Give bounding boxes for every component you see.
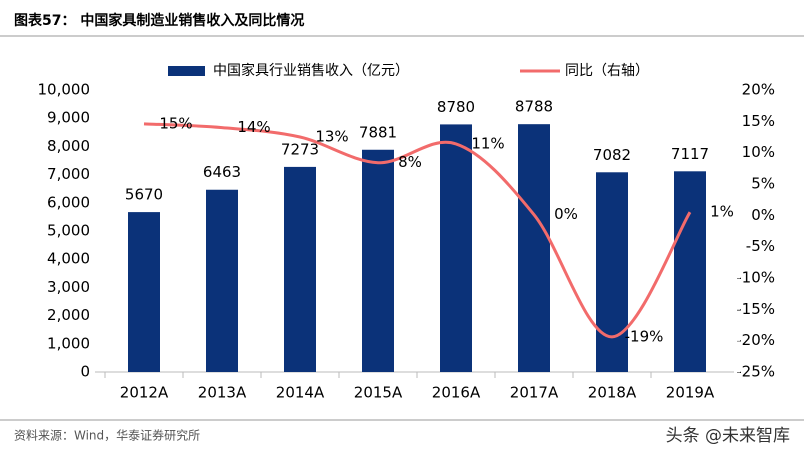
watermark: 头条 @未来智库 [666,426,790,446]
bar-label: 5670 [125,186,163,204]
y-tick-label: 9,000 [47,109,90,127]
x-tick-label: 2019A [666,384,715,402]
y-tick-label: 0 [80,363,90,381]
bar-label: 7082 [593,146,631,164]
y2-tick-label: -5% [746,237,775,255]
line-label: 11% [471,134,504,152]
line-label: -19% [625,327,664,345]
y2-tick-label: 20% [742,81,775,99]
x-tick-label: 2015A [354,384,403,402]
chart-title: 图表57： 中国家具制造业销售收入及同比情况 [14,12,304,29]
legend-label: 同比（右轴） [565,63,649,79]
legend-label: 中国家具行业销售收入（亿元） [213,62,409,79]
bar [674,171,706,372]
line-label: 14% [237,118,270,136]
bar [206,189,238,372]
bar [284,166,316,372]
x-tick-label: 2018A [588,384,637,402]
source: 资料来源：Wind，华泰证券研究所 [14,428,200,443]
y2-tick-label: -10% [736,269,775,287]
line-label: 8% [398,153,422,171]
y2-tick-label: -15% [736,300,775,318]
y2-tick-label: -20% [736,331,775,349]
x-tick-label: 2017A [510,384,559,402]
y-tick-label: 10,000 [38,81,91,99]
bar-label: 6463 [203,163,241,181]
x-tick-label: 2012A [120,384,169,402]
y2-tick-label: 5% [751,175,775,193]
y-tick-label: 3,000 [47,278,90,296]
y-tick-label: 2,000 [47,306,90,324]
bar-label: 7273 [281,140,319,158]
y2-tick-label: 10% [742,143,775,161]
y-tick-label: 6,000 [47,193,90,211]
x-tick-label: 2013A [198,384,247,402]
bar [362,149,394,372]
legend-swatch [168,66,205,76]
line-label: 15% [159,114,192,132]
bar [518,124,550,372]
line [143,122,692,339]
bar [596,172,628,372]
y2-tick-label: 0% [751,206,775,224]
bar-label: 8788 [515,98,553,116]
line-label: 0% [554,205,578,223]
y2-tick-label: -25% [736,363,775,381]
x-tick-label: 2014A [276,384,325,402]
y-tick-label: 8,000 [47,137,90,155]
y-tick-label: 7,000 [47,165,90,183]
bar-label: 7117 [671,145,709,163]
bar-label: 8780 [437,98,475,116]
y-tick-label: 5,000 [47,222,90,240]
bar [128,212,160,372]
x-tick-label: 2016A [432,384,481,402]
bar-label: 7881 [359,123,397,141]
line-label: 1% [710,203,734,221]
y-tick-label: 1,000 [47,334,90,352]
y2-tick-label: 15% [742,112,775,130]
bar [440,124,472,373]
line-label: 13% [315,128,348,146]
y-tick-label: 4,000 [47,250,90,268]
